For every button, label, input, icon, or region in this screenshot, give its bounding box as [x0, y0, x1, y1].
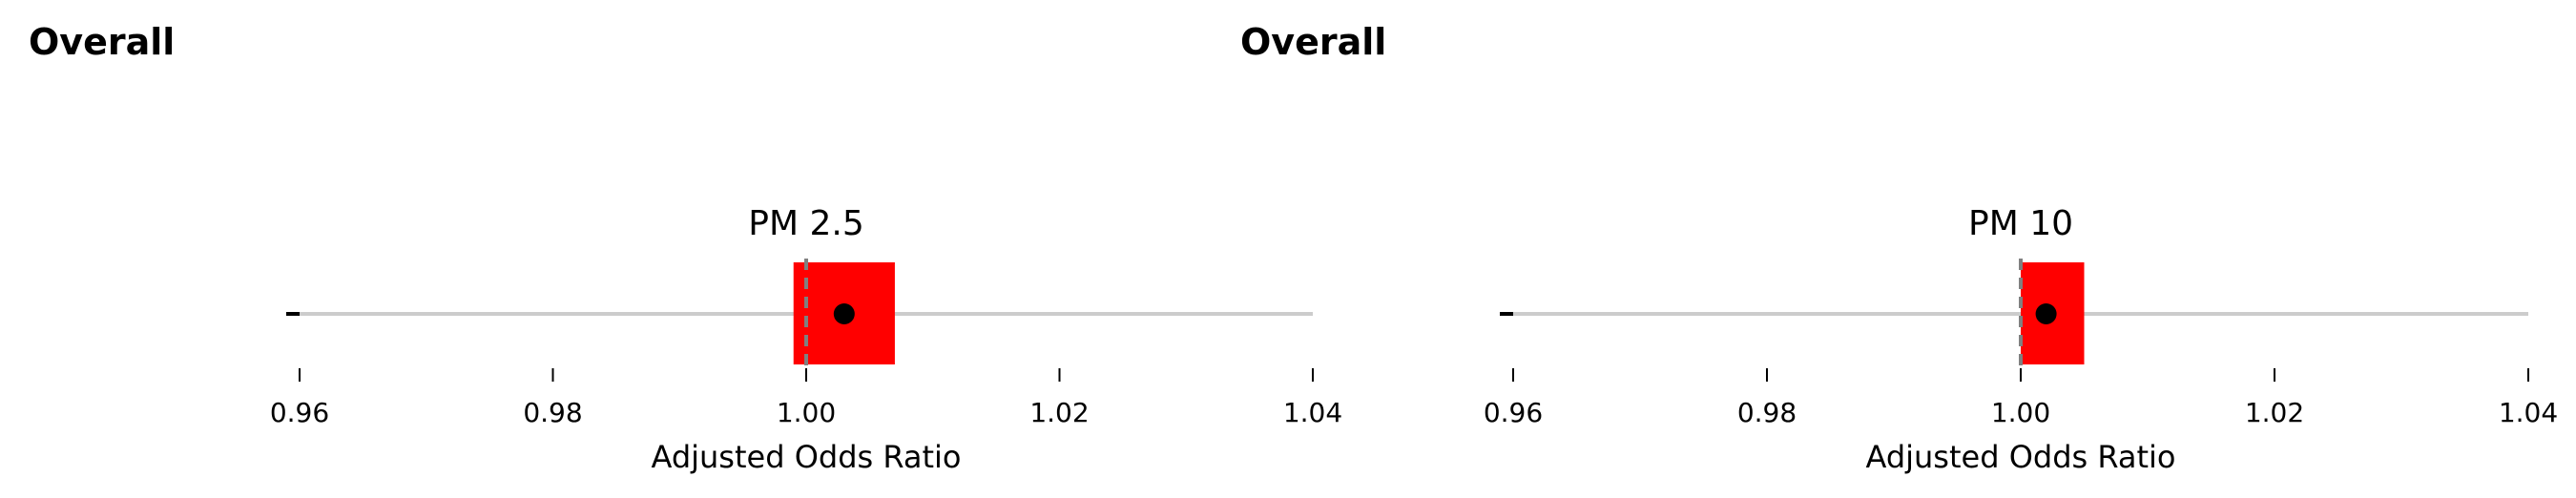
x-tick-label: 1.02	[1029, 397, 1089, 428]
x-tick-label: 1.00	[777, 397, 836, 428]
point-estimate	[833, 303, 855, 324]
x-axis-label: Adjusted Odds Ratio	[1865, 439, 2175, 475]
point-estimate	[2035, 303, 2057, 324]
x-tick-label: 0.98	[1737, 397, 1797, 428]
forest-panel-pm25: Overall PM 2.5 0.96 0.98 1.00 1.02 1.04 Adjust…	[0, 0, 1342, 498]
x-tick-label: 0.96	[270, 397, 329, 428]
section-title: Overall	[1240, 21, 1387, 63]
x-tick-label: 1.04	[1283, 397, 1342, 428]
forest-plot-pm25: PM 2.5 0.96 0.98 1.00 1.02 1.04 Adjusted Odds …	[270, 204, 1342, 475]
x-tick-label: 1.00	[1991, 397, 2050, 428]
forest-plot-pm10: PM 10 0.96 0.98 1.00 1.02 1.04 Adjusted Odds R…	[1484, 204, 2558, 475]
section-title: Overall	[29, 21, 176, 63]
forest-panel-pm10: Overall PM 10 0.96 0.98 1.00 1.02 1.04 Adjuste…	[1212, 0, 2576, 498]
plot-title: PM 2.5	[748, 204, 863, 243]
x-tick-label: 0.98	[523, 397, 582, 428]
x-tick-label: 1.02	[2245, 397, 2304, 428]
x-axis-label: Adjusted Odds Ratio	[651, 439, 961, 475]
plot-title: PM 10	[1968, 204, 2073, 243]
x-tick-label: 1.04	[2499, 397, 2558, 428]
x-tick-label: 0.96	[1484, 397, 1543, 428]
